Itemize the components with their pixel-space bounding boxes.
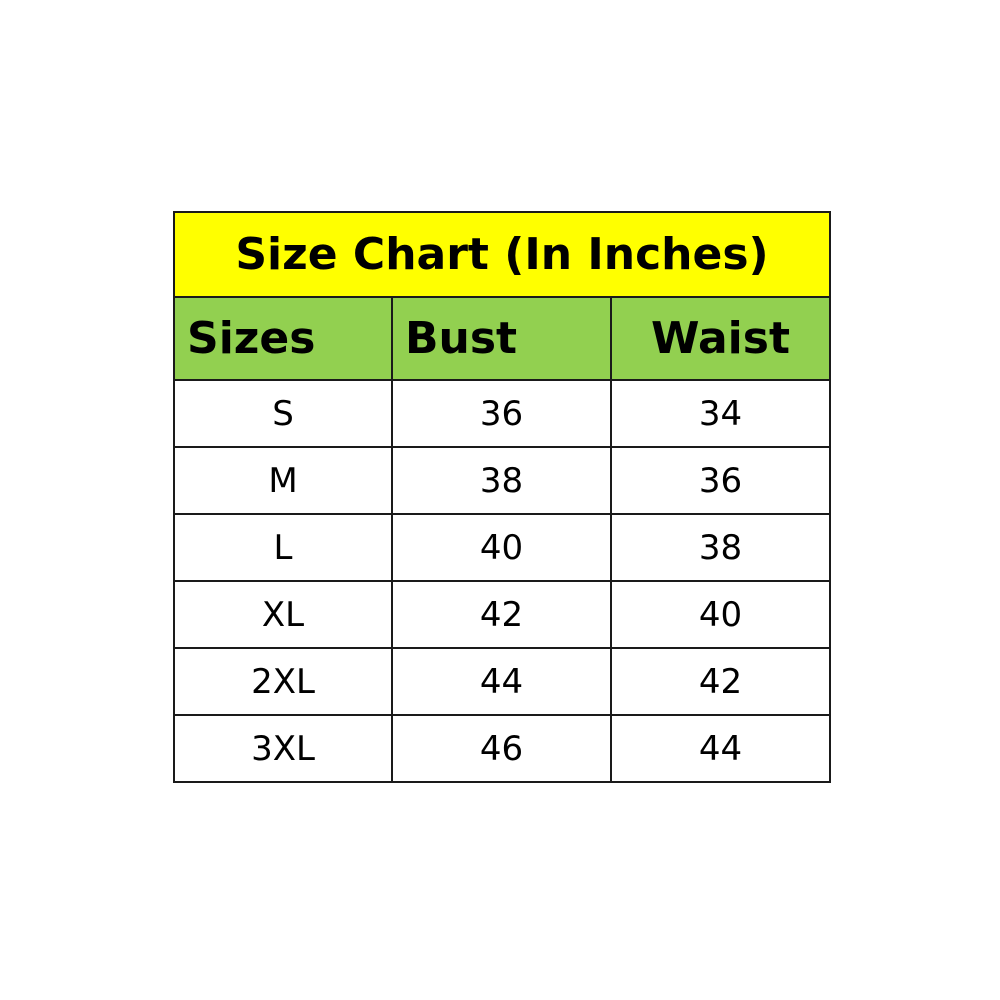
waist-cell: 36 [610,446,831,515]
waist-cell: 38 [610,513,831,582]
column-header-sizes: Sizes [173,296,393,381]
column-header-bust: Bust [391,296,612,381]
column-header-waist: Waist [610,296,831,381]
bust-cell: 38 [391,446,612,515]
waist-cell: 42 [610,647,831,716]
bust-cell: 46 [391,714,612,783]
table-row: XL 42 40 [173,580,831,649]
size-cell: 2XL [173,647,393,716]
table-row: M 38 36 [173,446,831,515]
bust-cell: 36 [391,379,612,448]
table-row: 3XL 46 44 [173,714,831,783]
waist-cell: 44 [610,714,831,783]
waist-cell: 40 [610,580,831,649]
title-row: Size Chart (In Inches) [173,211,831,298]
size-cell: S [173,379,393,448]
size-cell: XL [173,580,393,649]
table-title: Size Chart (In Inches) [173,211,831,298]
size-cell: 3XL [173,714,393,783]
table-row: L 40 38 [173,513,831,582]
bust-cell: 42 [391,580,612,649]
bust-cell: 40 [391,513,612,582]
header-row: Sizes Bust Waist [173,296,831,381]
size-cell: L [173,513,393,582]
bust-cell: 44 [391,647,612,716]
size-cell: M [173,446,393,515]
size-chart-table: Size Chart (In Inches) Sizes Bust Waist … [173,211,831,783]
waist-cell: 34 [610,379,831,448]
table-row: S 36 34 [173,379,831,448]
table-row: 2XL 44 42 [173,647,831,716]
